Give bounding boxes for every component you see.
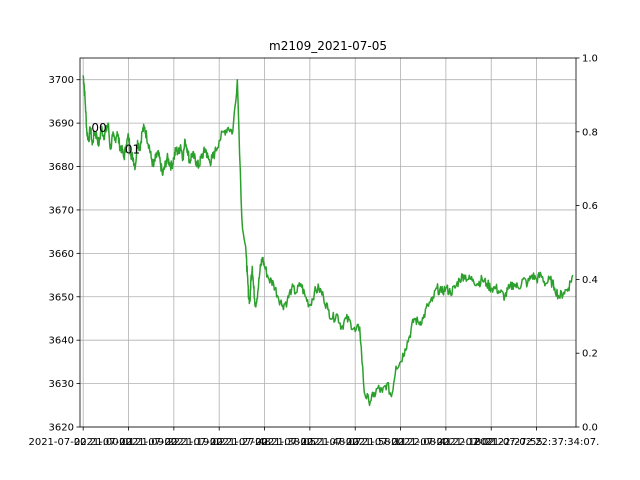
x-tick-label: 2021-07-02 22:27:55. [437,437,546,448]
y2-tick-label: 0.0 [582,423,598,434]
annotations: 00 01 [91,121,140,157]
y-axis-left: 3620 3630 3640 3650 3660 3670 3680 3690 3700 [49,75,80,434]
x-axis: 2021-07-02 21:00:01.2021-07-02 21:09:22.… [28,427,599,448]
x-tick-label: 2021-07-02 21:38:05. [210,437,319,448]
y2-tick-label: 1.0 [582,54,598,65]
y-tick-label: 3650 [49,292,74,303]
y-tick-label: 3700 [49,75,74,86]
y2-tick-label: 0.4 [582,275,598,286]
annotation-label: 00 [91,121,106,135]
x-tick-label: 2021-07-02 21:09:22. [74,437,183,448]
chart-title: m2109_2021-07-05 [269,39,387,53]
x-tick-label: 2021-07-02 21:27:48. [164,437,273,448]
y2-tick-label: 0.8 [582,127,598,138]
y-tick-label: 3670 [49,205,74,216]
series-layer [82,75,574,407]
x-tick-label: 2021-07-02 21:48:07. [255,437,364,448]
y-tick-label: 3630 [49,379,74,390]
x-tick-label: 2021-07-02 22:37:34:07. [474,437,599,448]
plot-frame [79,57,577,428]
y-tick-label: 3620 [49,423,74,434]
grid [80,58,576,428]
y-axis-right: 0.0 0.2 0.4 0.6 0.8 1.0 [576,54,598,434]
y-tick-label: 3690 [49,119,74,130]
x-tick-label: 2021-07-02 22:18:21. [391,437,500,448]
annotation-label: 01 [125,143,140,157]
y-tick-label: 3640 [49,336,74,347]
x-tick-label: 2021-07-02 21:19:02. [119,437,228,448]
x-tick-label: 2021-07-02 21:00:01. [28,437,137,448]
y-tick-label: 3680 [49,162,74,173]
y2-tick-label: 0.2 [582,349,598,360]
x-tick-label: 2021-07-02 22:08:41. [346,437,455,448]
y-tick-label: 3660 [49,249,74,260]
y2-tick-label: 0.6 [582,201,598,212]
x-tick-label: 2021-07-02 21:58:11. [301,437,410,448]
series-line [82,75,574,407]
